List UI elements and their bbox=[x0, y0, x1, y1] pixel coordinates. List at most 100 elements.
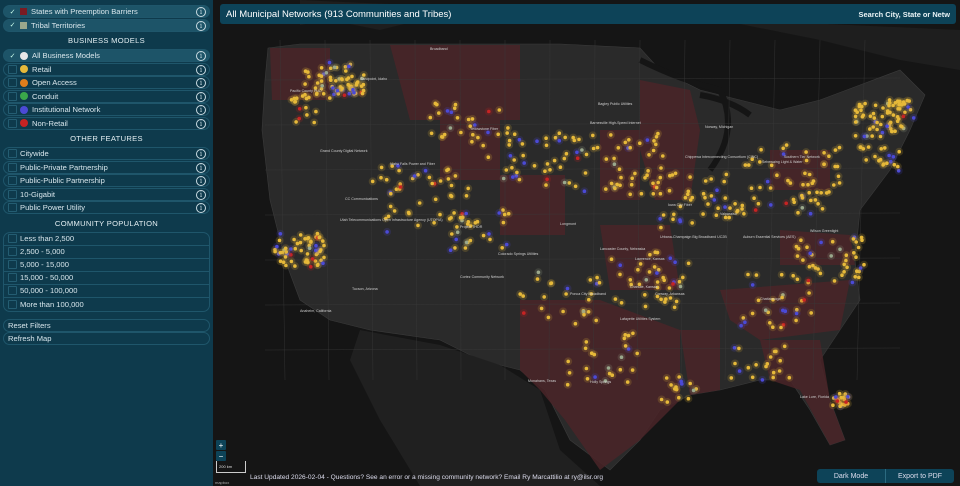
network-marker bbox=[804, 158, 809, 163]
map[interactable]: Broadband Pacific County PUD Sandpoint, Id… bbox=[213, 0, 960, 486]
checkbox[interactable] bbox=[8, 247, 17, 256]
network-marker bbox=[566, 359, 570, 364]
business-model-filter[interactable]: Conduit i bbox=[3, 89, 210, 103]
info-icon[interactable]: i bbox=[196, 203, 206, 213]
mapbox-logo[interactable]: mapbox bbox=[215, 480, 230, 485]
email-link[interactable]: ry@ilsr.org bbox=[571, 474, 604, 481]
network-marker bbox=[557, 138, 562, 143]
network-marker bbox=[743, 163, 748, 167]
network-marker bbox=[504, 242, 509, 247]
feature-filter[interactable]: Citywide i bbox=[3, 147, 210, 160]
network-marker bbox=[840, 273, 844, 278]
checkbox[interactable] bbox=[8, 91, 17, 101]
checkbox[interactable]: ✓ bbox=[9, 8, 16, 16]
header-bar: All Municipal Networks (913 Communities … bbox=[220, 4, 956, 24]
population-filter[interactable]: More than 100,000 bbox=[4, 298, 209, 311]
dark-mode-button[interactable]: Dark Mode bbox=[817, 469, 886, 483]
network-marker bbox=[714, 213, 719, 217]
network-marker bbox=[314, 243, 318, 248]
zoom-out-button[interactable]: − bbox=[216, 451, 226, 461]
info-icon[interactable]: i bbox=[196, 78, 206, 88]
population-filter[interactable]: 15,000 - 50,000 bbox=[4, 272, 209, 285]
network-marker bbox=[329, 78, 333, 82]
info-icon[interactable]: i bbox=[196, 118, 206, 129]
network-marker bbox=[293, 100, 297, 104]
network-marker bbox=[303, 82, 307, 86]
network-marker bbox=[487, 232, 491, 236]
business-model-filter[interactable]: Retail i bbox=[3, 62, 210, 76]
refresh-map-button[interactable]: Refresh Map bbox=[3, 332, 210, 345]
network-marker bbox=[449, 183, 454, 188]
info-icon[interactable]: i bbox=[196, 7, 206, 17]
checkbox[interactable]: ✓ bbox=[9, 22, 16, 29]
map-canvas[interactable]: Broadband Pacific County PUD Sandpoint, Id… bbox=[213, 0, 960, 486]
info-icon[interactable]: i bbox=[196, 64, 206, 75]
checkbox[interactable] bbox=[8, 64, 17, 74]
checkbox[interactable] bbox=[8, 78, 17, 87]
business-model-filter[interactable]: Non-Retail i bbox=[3, 116, 210, 130]
network-label: Monahans, Texas bbox=[528, 379, 556, 383]
info-icon[interactable]: i bbox=[196, 149, 206, 159]
population-filter[interactable]: Less than 2,500 bbox=[4, 233, 209, 246]
info-icon[interactable]: i bbox=[196, 20, 206, 31]
feature-filter[interactable]: 10-Gigabit i bbox=[3, 187, 210, 201]
export-pdf-button[interactable]: Export to PDF bbox=[898, 472, 942, 480]
network-label: Project THOR bbox=[460, 225, 483, 229]
info-icon[interactable]: i bbox=[196, 176, 206, 186]
network-marker bbox=[476, 135, 480, 140]
feature-filter[interactable]: Public Power Utility i bbox=[3, 201, 210, 214]
network-marker bbox=[724, 172, 729, 177]
network-marker bbox=[539, 306, 544, 311]
business-model-filter[interactable]: Open Access i bbox=[3, 76, 210, 89]
network-marker bbox=[591, 133, 595, 138]
info-icon[interactable]: i bbox=[196, 162, 206, 173]
network-marker bbox=[883, 146, 887, 150]
network-marker bbox=[683, 195, 688, 200]
network-marker bbox=[293, 264, 297, 268]
reset-filters-button[interactable]: Reset Filters bbox=[3, 318, 210, 332]
checkbox[interactable] bbox=[8, 162, 17, 172]
network-marker bbox=[878, 134, 883, 139]
state-border bbox=[856, 39, 866, 381]
network-marker bbox=[871, 125, 875, 129]
checkbox[interactable] bbox=[8, 203, 17, 212]
checkbox[interactable] bbox=[8, 189, 17, 199]
checkbox[interactable] bbox=[8, 234, 17, 243]
feature-filter[interactable]: Public-Public Partnership i bbox=[3, 174, 210, 187]
search-input[interactable]: Search City, State or Netw bbox=[858, 9, 950, 19]
network-marker bbox=[794, 318, 798, 323]
zoom-in-button[interactable]: + bbox=[216, 440, 226, 450]
checkbox[interactable] bbox=[8, 286, 17, 295]
network-marker bbox=[896, 169, 901, 173]
info-icon[interactable]: i bbox=[196, 105, 206, 115]
business-model-filter[interactable]: ✓ All Business Models i bbox=[3, 49, 210, 62]
layer-toggle[interactable]: ✓ States with Preemption Barriers i bbox=[3, 5, 210, 18]
info-icon[interactable]: i bbox=[196, 51, 206, 61]
business-model-filter[interactable]: Institutional Network i bbox=[3, 103, 210, 116]
feature-filter[interactable]: Public-Private Partnership i bbox=[3, 160, 210, 174]
checkbox[interactable] bbox=[8, 176, 17, 185]
network-label: Broadband bbox=[430, 47, 448, 51]
checkbox[interactable] bbox=[8, 105, 17, 114]
network-marker bbox=[278, 232, 283, 236]
checkbox[interactable] bbox=[8, 260, 17, 269]
layer-toggle[interactable]: ✓ Tribal Territories i bbox=[3, 18, 210, 32]
info-icon[interactable]: i bbox=[196, 189, 206, 200]
checkbox[interactable] bbox=[8, 118, 17, 128]
info-icon[interactable]: i bbox=[196, 91, 206, 102]
checkbox[interactable] bbox=[8, 149, 17, 158]
network-marker bbox=[688, 175, 692, 179]
legend-swatch-icon bbox=[20, 21, 27, 29]
population-filter[interactable]: 5,000 - 15,000 bbox=[4, 259, 209, 272]
network-marker bbox=[842, 397, 847, 402]
checkbox[interactable] bbox=[8, 299, 17, 309]
network-marker bbox=[768, 355, 773, 359]
checkbox[interactable]: ✓ bbox=[9, 52, 16, 60]
map-buttons: Dark Mode Export to PDF bbox=[817, 469, 954, 483]
population-filter[interactable]: 50,000 - 100,000 bbox=[4, 285, 209, 298]
checkbox[interactable] bbox=[8, 273, 17, 282]
population-filter[interactable]: 2,500 - 5,000 bbox=[4, 246, 209, 259]
network-marker bbox=[857, 104, 862, 109]
network-marker bbox=[854, 255, 858, 259]
network-marker bbox=[396, 164, 400, 168]
